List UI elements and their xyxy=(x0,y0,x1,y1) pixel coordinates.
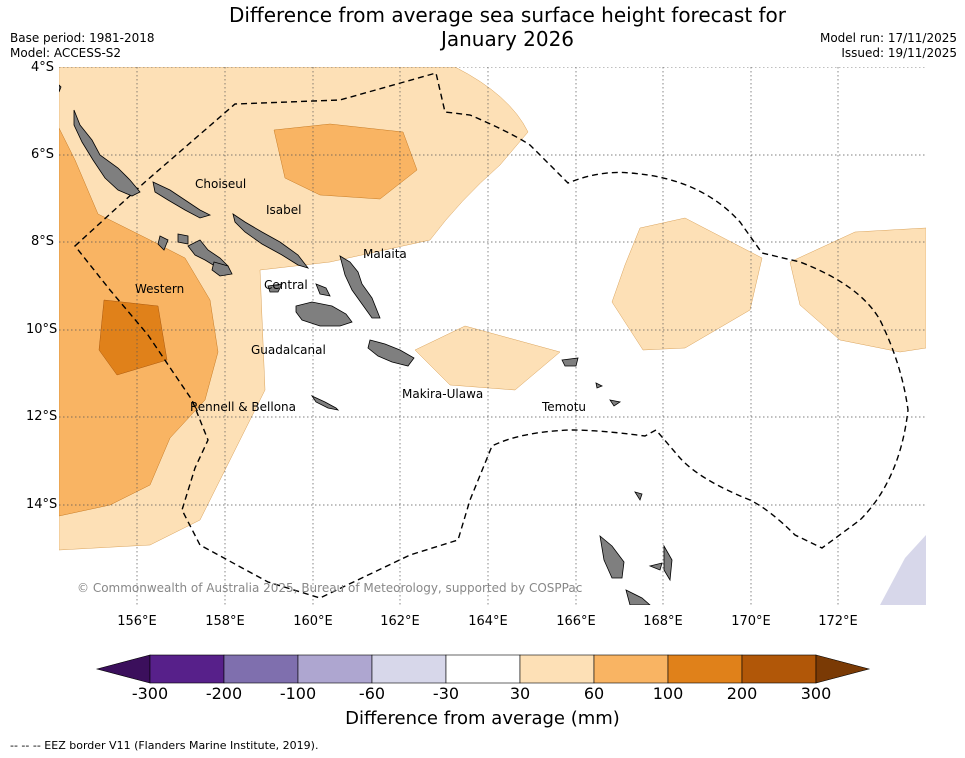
lat-tick-14s: 14°S xyxy=(26,497,58,512)
cb-tick-300: 300 xyxy=(800,684,832,703)
base-period: Base period: 1981-2018 xyxy=(10,31,155,45)
title-line-2: January 2026 xyxy=(440,27,575,51)
lon-tick-158e: 158°E xyxy=(205,614,245,629)
torres-islands xyxy=(634,491,643,501)
anomaly-100-200 xyxy=(98,299,168,376)
label-choiseul: Choiseul xyxy=(195,177,246,191)
rennell-island xyxy=(310,395,340,411)
cb-tick-minus-30: -30 xyxy=(432,684,460,703)
small-island xyxy=(177,233,189,245)
anomaly-30-60-far-east xyxy=(789,227,926,353)
lon-tick-164e: 164°E xyxy=(468,614,508,629)
utupua-island xyxy=(595,382,603,389)
colorbar-cell xyxy=(519,654,595,684)
malaita-island xyxy=(339,255,381,319)
label-makira: Makira-Ulawa xyxy=(402,387,483,401)
issued-date: Issued: 19/11/2025 xyxy=(841,46,957,60)
label-western: Western xyxy=(135,282,184,296)
model-run: Model run: 17/11/2025 xyxy=(819,31,957,45)
malekula-island xyxy=(625,589,651,605)
label-isabel: Isabel xyxy=(266,203,301,217)
russell-islands xyxy=(315,283,331,297)
colorbar-label: Difference from average (mm) xyxy=(345,708,620,729)
vella-lavella-island xyxy=(157,235,169,251)
anomaly-60-100-north xyxy=(273,123,418,200)
model-name: Model: ACCESS-S2 xyxy=(10,46,122,60)
ambae-island xyxy=(648,562,663,571)
colorbar-cell xyxy=(593,654,669,684)
isabel-island xyxy=(232,213,310,269)
colorbar-cell xyxy=(741,654,817,684)
lat-tick-12s: 12°S xyxy=(26,409,58,424)
maewo-island xyxy=(663,544,673,582)
santa-cruz-island xyxy=(561,357,579,367)
colorbar-cell xyxy=(223,654,299,684)
anomaly-30-60-east xyxy=(611,217,763,351)
bougainville-fragment xyxy=(59,84,62,93)
colorbar-cell xyxy=(371,654,447,684)
colorbar-cell xyxy=(667,654,743,684)
map-title: Difference from average sea surface heig… xyxy=(0,3,965,51)
lat-tick-4s: 4°S xyxy=(30,60,54,75)
eez-legend-note: -- -- -- EEZ border V11 (Flanders Marine… xyxy=(10,739,319,752)
lat-tick-10s: 10°S xyxy=(26,322,58,337)
lon-tick-156e: 156°E xyxy=(117,614,157,629)
lat-tick-8s: 8°S xyxy=(30,234,54,249)
solomon-islands-land xyxy=(59,84,673,605)
graticule xyxy=(59,67,926,605)
eez-border xyxy=(74,72,909,599)
cb-tick-minus-60: -60 xyxy=(358,684,386,703)
copyright-notice: © Commonwealth of Australia 2025, Bureau… xyxy=(77,581,582,595)
title-line-1: Difference from average sea surface heig… xyxy=(228,3,787,27)
cb-tick-minus-100: -100 xyxy=(279,684,317,703)
cb-tick-minus-200: -200 xyxy=(205,684,243,703)
label-central: Central xyxy=(264,278,308,292)
makira-island xyxy=(367,339,415,367)
meta-left: Base period: 1981-2018 Model: ACCESS-S2 xyxy=(10,31,155,61)
colorbar-cell xyxy=(297,654,373,684)
cb-tick-100: 100 xyxy=(652,684,684,703)
lon-tick-172e: 172°E xyxy=(818,614,858,629)
choiseul-island xyxy=(152,181,212,219)
guadalcanal-island xyxy=(295,301,353,327)
florida-islands xyxy=(267,283,283,293)
label-guadalcanal: Guadalcanal xyxy=(251,343,326,357)
colorbar-max-arrow xyxy=(815,654,871,684)
cb-tick-60: 60 xyxy=(583,684,605,703)
anomaly-minus-30-60 xyxy=(880,535,926,605)
vanikoro-island xyxy=(609,399,622,407)
lon-tick-162e: 162°E xyxy=(380,614,420,629)
meta-right: Model run: 17/11/2025 Issued: 19/11/2025 xyxy=(820,31,957,61)
label-rennell: Rennell & Bellona xyxy=(190,400,296,414)
lon-tick-168e: 168°E xyxy=(643,614,683,629)
rendova-island xyxy=(211,261,233,277)
lat-tick-6s: 6°S xyxy=(30,147,54,162)
colorbar-cell xyxy=(445,654,521,684)
label-temotu: Temotu xyxy=(541,400,586,414)
colorbar-cell xyxy=(149,654,225,684)
espiritu-santo-island xyxy=(599,535,625,579)
western-islands xyxy=(73,109,141,197)
cb-tick-minus-300: -300 xyxy=(131,684,169,703)
colorbar-min-arrow xyxy=(95,654,151,684)
lon-tick-170e: 170°E xyxy=(731,614,771,629)
anomaly-30-60-centre xyxy=(414,325,561,391)
colorbar xyxy=(95,654,871,684)
cb-tick-200: 200 xyxy=(726,684,758,703)
cb-tick-30: 30 xyxy=(509,684,531,703)
lon-tick-166e: 166°E xyxy=(556,614,596,629)
lon-tick-160e: 160°E xyxy=(293,614,333,629)
label-malaita: Malaita xyxy=(363,247,407,261)
